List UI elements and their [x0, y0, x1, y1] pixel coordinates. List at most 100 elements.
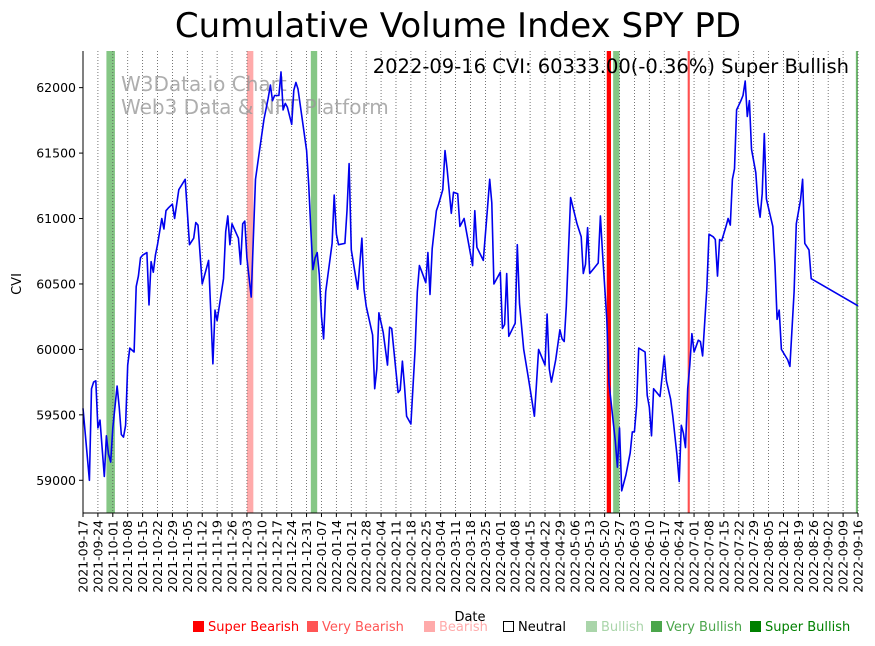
y-tick-label: 59000: [36, 473, 76, 488]
y-tick-label: 62000: [36, 80, 76, 95]
x-tick-label: 2022-02-18: [403, 520, 418, 593]
x-tick-label: 2021-11-12: [195, 520, 210, 593]
x-tick-label: 2022-04-01: [493, 520, 508, 593]
x-tick-label: 2022-09-09: [836, 520, 851, 593]
x-tick-label: 2022-05-20: [597, 520, 612, 593]
legend-item-bearish: Bearish: [424, 620, 488, 635]
signal-band-very-bearish: [687, 51, 690, 513]
x-tick-label: 2021-10-29: [165, 520, 180, 593]
legend-label: Super Bearish: [208, 620, 300, 635]
x-tick-label: 2021-10-08: [120, 520, 135, 593]
x-tick-label: 2022-03-04: [433, 520, 448, 593]
x-tick-label: 2021-11-05: [180, 520, 195, 593]
x-tick-label: 2022-08-19: [791, 520, 806, 593]
x-tick-label: 2021-11-26: [225, 520, 240, 593]
watermark: W3Data.io Chart Web3 Data & NFT Platform: [121, 72, 389, 119]
legend-marker-icon: [424, 621, 435, 632]
x-tick-label: 2021-12-17: [269, 520, 284, 593]
legend-item-bullish: Bullish: [586, 620, 644, 635]
x-tick-label: 2021-11-19: [210, 520, 225, 593]
signal-band-very-bullish: [310, 51, 318, 513]
x-tick-label: 2021-12-24: [284, 520, 299, 593]
legend-marker-icon: [503, 621, 514, 632]
y-tick-label: 60500: [36, 276, 76, 291]
x-tick-label: 2022-02-25: [418, 520, 433, 593]
x-tick-label: 2022-05-13: [582, 520, 597, 593]
x-tick-label: 2021-12-03: [239, 520, 254, 593]
x-tick-label: 2022-08-26: [806, 520, 821, 593]
x-tick-label: 2022-06-24: [672, 520, 687, 593]
x-axis-ticks: 2021-09-17 2021-09-24 2021-10-01 2021-10-08…: [76, 513, 866, 593]
x-tick-label: 2022-03-11: [448, 520, 463, 593]
x-tick-label: 2021-10-01: [105, 520, 120, 593]
x-tick-label: 2022-03-25: [478, 520, 493, 593]
latest-cvi-summary: 2022-09-16 CVI: 60333.00(-0.36%) Super B…: [373, 55, 849, 78]
legend-marker-icon: [586, 621, 597, 632]
x-tick-label: 2022-04-29: [552, 520, 567, 593]
x-tick-label: 2021-09-24: [90, 520, 105, 593]
x-tick-label: 2022-07-22: [731, 520, 746, 593]
legend-label: Neutral: [518, 620, 566, 635]
x-tick-label: 2022-06-03: [627, 520, 642, 593]
signal-legend: Super Bearish Very Bearish Bearish Neutral B…: [0, 620, 875, 638]
x-tick-label: 2021-10-15: [135, 520, 150, 593]
x-tick-label: 2022-05-27: [612, 520, 627, 593]
signal-band-super-bullish: [855, 51, 858, 513]
x-tick-label: 2022-02-11: [388, 520, 403, 593]
signal-band-very-bullish: [613, 51, 620, 513]
legend-marker-icon: [651, 621, 662, 632]
date-gridlines: [82, 51, 859, 513]
x-tick-label: 2022-01-07: [314, 520, 329, 593]
y-tick-label: 61500: [36, 146, 76, 161]
x-tick-label: 2022-01-28: [359, 520, 374, 593]
x-tick-label: 2021-09-17: [76, 520, 91, 593]
x-tick-label: 2022-07-01: [687, 520, 702, 593]
legend-item-neutral: Neutral: [503, 620, 566, 635]
x-tick-label: 2022-09-16: [851, 520, 866, 593]
signal-band-super-bearish: [606, 51, 612, 513]
x-tick-label: 2022-06-10: [642, 520, 657, 593]
x-tick-label: 2022-08-05: [761, 520, 776, 593]
x-tick-label: 2022-03-18: [463, 520, 478, 593]
x-tick-label: 2022-04-15: [523, 520, 538, 593]
legend-item-very-bearish: Very Bearish: [307, 620, 404, 635]
y-tick-label: 61000: [36, 211, 76, 226]
x-tick-label: 2022-04-22: [538, 520, 553, 593]
x-tick-label: 2022-06-17: [657, 520, 672, 593]
cvi-series-line: [82, 71, 859, 492]
watermark-line-2: Web3 Data & NFT Platform: [121, 95, 389, 119]
x-tick-label: 2022-09-02: [821, 520, 836, 593]
legend-item-super-bearish: Super Bearish: [193, 620, 299, 635]
legend-label: Very Bearish: [322, 620, 404, 635]
signal-band-very-bullish: [106, 51, 115, 513]
x-tick-label: 2021-12-31: [299, 520, 314, 593]
x-tick-label: 2021-10-22: [150, 520, 165, 593]
x-tick-label: 2022-01-14: [329, 520, 344, 593]
x-tick-label: 2022-05-06: [567, 520, 582, 593]
legend-label: Very Bullish: [666, 620, 743, 635]
legend-marker-icon: [750, 621, 761, 632]
x-tick-label: 2022-07-29: [746, 520, 761, 593]
x-tick-label: 2022-07-08: [701, 520, 716, 593]
x-tick-label: 2022-01-21: [344, 520, 359, 593]
legend-item-super-bullish: Super Bullish: [750, 620, 850, 635]
y-axis-ticks: 59000 59500 60000 60500 61000 61500 62000: [36, 80, 83, 488]
x-tick-label: 2022-08-12: [776, 520, 791, 593]
legend-label: Bearish: [439, 620, 488, 635]
legend-marker-icon: [193, 621, 204, 632]
x-tick-label: 2022-02-04: [374, 520, 389, 593]
watermark-line-1: W3Data.io Chart: [121, 72, 287, 96]
signal-bands: [106, 51, 858, 513]
x-tick-label: 2022-04-08: [508, 520, 523, 593]
x-axis-label: Date: [454, 610, 485, 625]
y-tick-label: 60000: [36, 342, 76, 357]
legend-label: Bullish: [601, 620, 645, 635]
x-tick-label: 2021-12-10: [254, 520, 269, 593]
chart-title: Cumulative Volume Index SPY PD: [175, 6, 741, 46]
y-axis-label: CVI: [10, 273, 25, 295]
legend-label: Super Bullish: [765, 620, 851, 635]
legend-item-very-bullish: Very Bullish: [651, 620, 742, 635]
legend-marker-icon: [307, 621, 318, 632]
x-tick-label: 2022-07-15: [716, 520, 731, 593]
